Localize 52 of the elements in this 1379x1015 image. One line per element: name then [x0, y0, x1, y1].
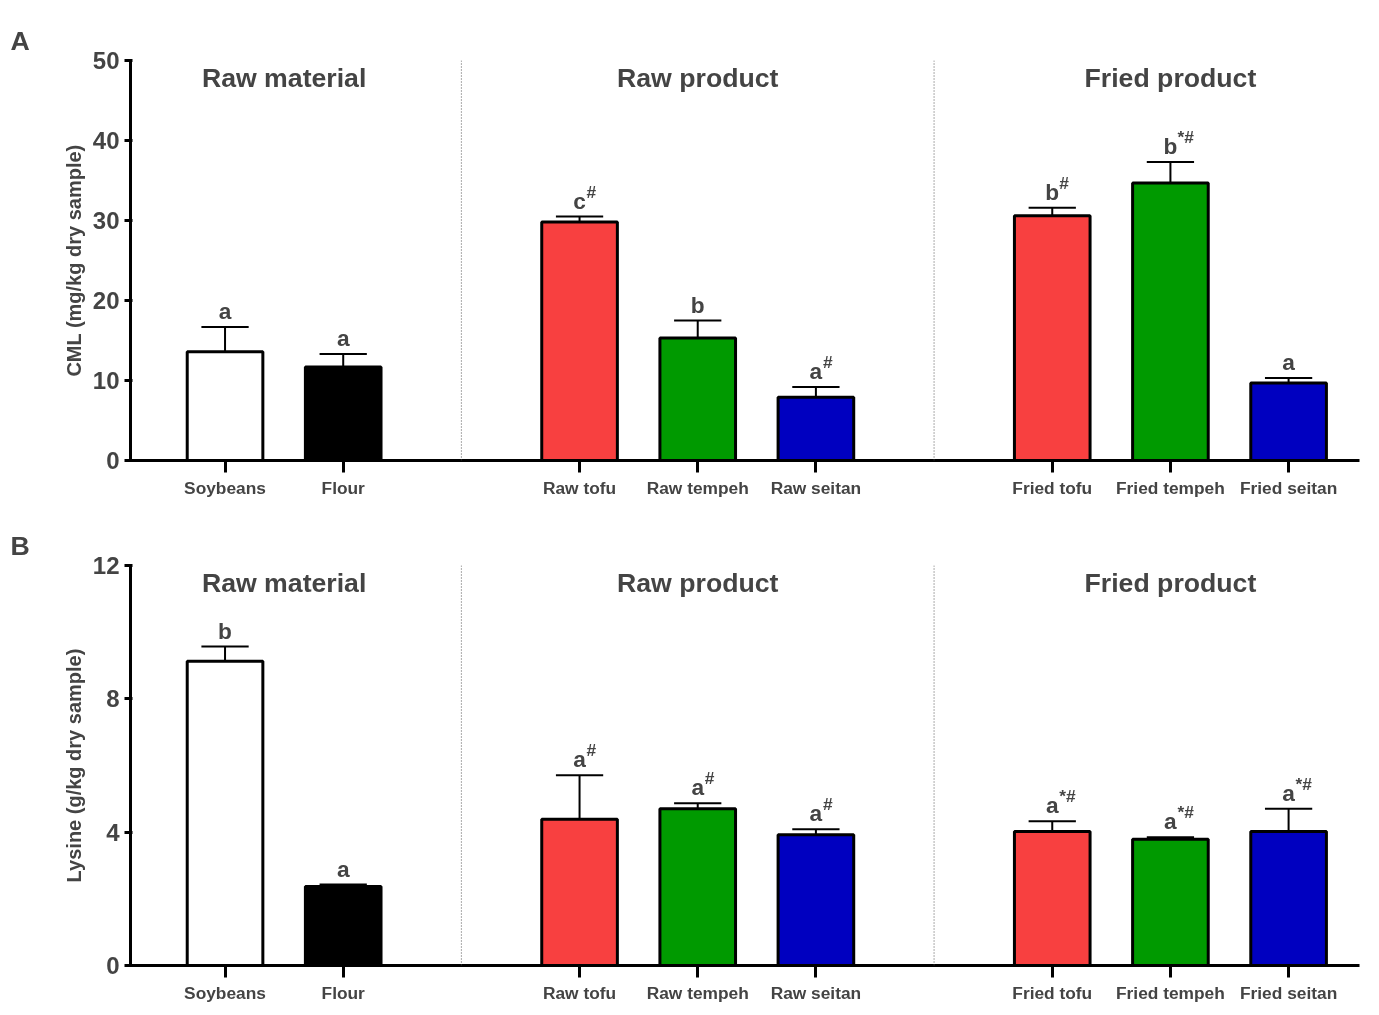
x-tick-label: Raw tofu [542, 982, 617, 1003]
x-tick-label: Fried seitan [1239, 477, 1338, 498]
annotation: a [336, 325, 350, 352]
y-tick-label: 12 [92, 552, 120, 579]
y-tick-label: 30 [92, 207, 120, 234]
x-tick-label: Fried tofu [1012, 477, 1093, 498]
annotation: a*# [1045, 786, 1076, 819]
y-tick-label: 8 [106, 685, 120, 713]
y-tick-label: 4 [106, 818, 121, 846]
y-tick-label: 50 [92, 47, 120, 74]
chart-title: A [10, 25, 30, 56]
annotation: a# [691, 768, 715, 801]
x-tick-label: Raw tempeh [646, 477, 749, 498]
y-tick-label: 40 [92, 127, 120, 154]
annotation: Fried product [1084, 62, 1257, 93]
chart-title: B [10, 530, 30, 561]
x-tick-label: Flour [321, 477, 366, 498]
x-tick-label: Raw seitan [770, 982, 862, 1003]
annotation: Raw material [201, 567, 367, 598]
x-tick-label: Fried tofu [1012, 982, 1093, 1003]
y-tick-label: 10 [92, 367, 120, 394]
x-tick-label: Raw seitan [770, 477, 862, 498]
annotation: Raw material [201, 62, 367, 93]
annotation: Raw product [617, 62, 779, 93]
annotation: a [336, 855, 350, 882]
y-tick-label: 0 [106, 447, 120, 474]
y-tick-label: 20 [92, 287, 120, 314]
y-axis-title: Lysine (g/kg dry sample) [62, 648, 85, 883]
annotation: a [218, 297, 232, 324]
annotation: Raw product [617, 567, 779, 598]
y-axis-title: CML (mg/kg dry sample) [62, 144, 85, 377]
annotation: b# [1045, 172, 1070, 205]
y-tick-label: 0 [106, 952, 120, 979]
x-tick-label: Soybeans [184, 982, 266, 1003]
annotation: b [218, 617, 232, 644]
annotation: a*# [1164, 802, 1195, 835]
x-tick-label: Fried tempeh [1116, 982, 1225, 1003]
x-tick-label: Soybeans [184, 477, 266, 498]
x-tick-label: Raw tempeh [646, 982, 749, 1003]
annotation: a# [809, 351, 833, 384]
x-tick-label: Fried tempeh [1116, 477, 1225, 498]
annotation: c# [573, 181, 597, 214]
x-tick-label: Flour [321, 982, 366, 1003]
annotation: b [690, 291, 705, 318]
annotation: a# [573, 740, 597, 773]
annotation: a*# [1282, 773, 1313, 806]
annotation: b*# [1163, 127, 1195, 160]
x-tick-label: Raw tofu [542, 477, 617, 498]
annotation: Fried product [1084, 567, 1257, 598]
annotation: a# [809, 794, 833, 827]
annotation: a [1282, 349, 1296, 376]
x-tick-label: Fried seitan [1239, 982, 1338, 1003]
